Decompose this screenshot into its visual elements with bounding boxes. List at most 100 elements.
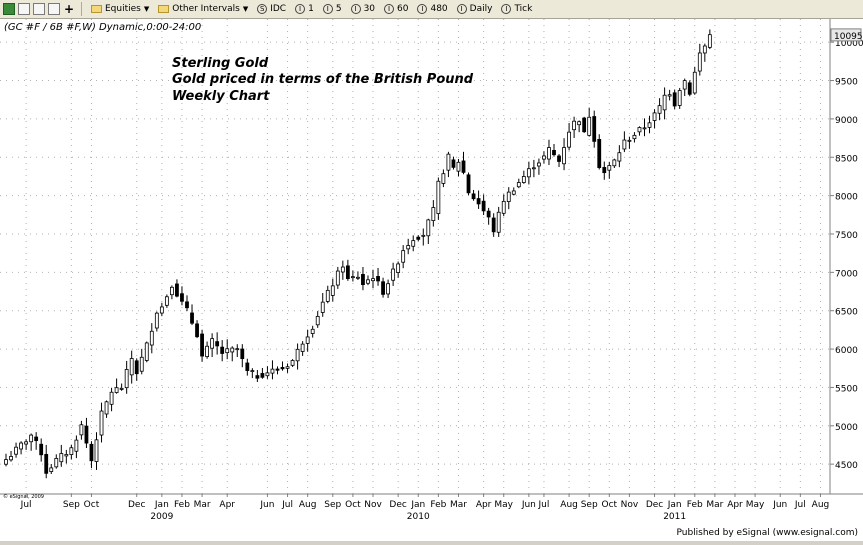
candle-up	[99, 410, 104, 436]
candle-up	[129, 358, 134, 376]
x-tick-label: Jul	[20, 500, 32, 510]
x-tick-label: Mar	[450, 500, 467, 510]
interval-circle-icon: I	[384, 4, 395, 14]
candle-up	[697, 52, 702, 72]
candle-up	[662, 94, 667, 111]
candle-up	[637, 127, 642, 133]
candle-up	[59, 453, 64, 463]
y-tick-label: 8500	[835, 154, 858, 164]
interval-tick-label: Tick	[514, 4, 533, 14]
add-icon[interactable]: +	[63, 2, 75, 16]
candle-down	[381, 281, 385, 295]
interval-circle-icon: I	[350, 4, 361, 14]
x-tick-label: Sep	[324, 500, 341, 510]
candle-up	[335, 270, 340, 286]
candle-up	[406, 245, 411, 250]
candle-up	[577, 121, 582, 126]
candle-up	[547, 147, 551, 160]
toolbar: + Equities ▼ Other Intervals ▼ S IDC I 1…	[0, 0, 863, 19]
last-price-tag: 10095	[830, 28, 863, 42]
candle-up	[612, 159, 617, 167]
candle-up	[149, 330, 154, 346]
price-axis: 4500 5000 5500 6000 6500 7000 7500 8000 8500 9000…	[830, 39, 863, 471]
candle-up	[154, 312, 159, 329]
candle-down	[240, 348, 245, 360]
last-price-box	[830, 28, 862, 42]
y-tick-label: 7500	[835, 231, 858, 241]
chart-icon[interactable]	[3, 3, 15, 15]
chart-grid	[0, 19, 830, 494]
candle-down	[275, 368, 280, 371]
chart-background	[0, 19, 863, 541]
candle-down	[376, 276, 380, 282]
folder-icon	[91, 5, 102, 13]
grid-icon[interactable]	[33, 3, 45, 15]
candle-up	[320, 301, 325, 313]
candle-up	[521, 176, 526, 183]
x-tick-label: Jan	[410, 500, 425, 510]
candle-up	[496, 211, 501, 233]
price-chart[interactable]: 4500 5000 5500 6000 6500 7000 7500 8000 8500 9000…	[0, 19, 863, 541]
equities-menu[interactable]: Equities ▼	[88, 4, 152, 14]
y-tick-label: 7000	[835, 269, 858, 279]
candle-up	[386, 283, 390, 295]
x-tick-label: May	[494, 500, 513, 510]
x-tick-label: Jul	[794, 500, 806, 510]
candle-up	[511, 190, 516, 195]
candle-down	[220, 346, 225, 354]
candle-up	[350, 276, 355, 279]
window-icon[interactable]	[48, 3, 60, 15]
candle-down	[672, 92, 677, 107]
candle-down	[185, 301, 189, 309]
interval-daily-label: Daily	[469, 4, 493, 14]
x-tick-label: Feb	[687, 500, 703, 510]
candle-up	[542, 155, 546, 160]
y-tick-label: 10000	[835, 39, 863, 49]
candle-up	[295, 348, 300, 362]
interval-480-button[interactable]: I 480	[414, 4, 450, 14]
candle-down	[582, 117, 587, 133]
candle-down	[195, 323, 199, 338]
candle-up	[607, 165, 612, 171]
candle-up	[300, 343, 305, 352]
candle-up	[516, 182, 521, 188]
candle-up	[290, 360, 295, 366]
y-tick-label: 6000	[835, 346, 858, 356]
equities-label: Equities	[105, 4, 141, 14]
page-icon[interactable]	[18, 3, 30, 15]
interval-daily-button[interactable]: I Daily	[454, 4, 496, 14]
candle-up	[642, 127, 647, 130]
x-tick-label: Oct	[345, 500, 361, 510]
candle-up	[667, 94, 672, 97]
candle-up	[567, 131, 571, 148]
interval-30-button[interactable]: I 30	[348, 4, 378, 14]
candle-up	[436, 180, 441, 214]
chevron-down-icon: ▼	[143, 5, 150, 13]
candle-up	[632, 134, 637, 140]
chart-area[interactable]: 4500 5000 5500 6000 6500 7000 7500 8000 8500 9000…	[0, 19, 863, 541]
interval-60-button[interactable]: I 60	[381, 4, 411, 14]
candle-up	[235, 348, 240, 351]
candle-down	[84, 425, 89, 444]
x-tick-label: Apr	[727, 500, 743, 510]
candle-up	[572, 120, 577, 131]
candle-up	[340, 266, 345, 273]
candle-down	[200, 333, 204, 357]
interval-s-button[interactable]: S IDC	[254, 4, 289, 14]
interval-1-button[interactable]: I 1	[292, 4, 317, 14]
candle-up	[537, 162, 541, 167]
candle-down	[280, 367, 285, 370]
x-tick-label: Feb	[174, 500, 190, 510]
other-intervals-menu[interactable]: Other Intervals ▼	[155, 4, 251, 14]
x-tick-label: Feb	[430, 500, 446, 510]
x-tick-label: Sep	[63, 500, 80, 510]
candle-down	[687, 82, 692, 95]
x-tick-label: Sep	[581, 500, 598, 510]
interval-5-button[interactable]: I 5	[320, 4, 345, 14]
candle-up	[627, 139, 632, 142]
candle-down	[34, 436, 39, 441]
y-tick-label: 9500	[835, 78, 858, 88]
folder-icon	[158, 5, 170, 13]
candle-up	[114, 387, 119, 393]
interval-tick-button[interactable]: I Tick	[498, 4, 535, 14]
